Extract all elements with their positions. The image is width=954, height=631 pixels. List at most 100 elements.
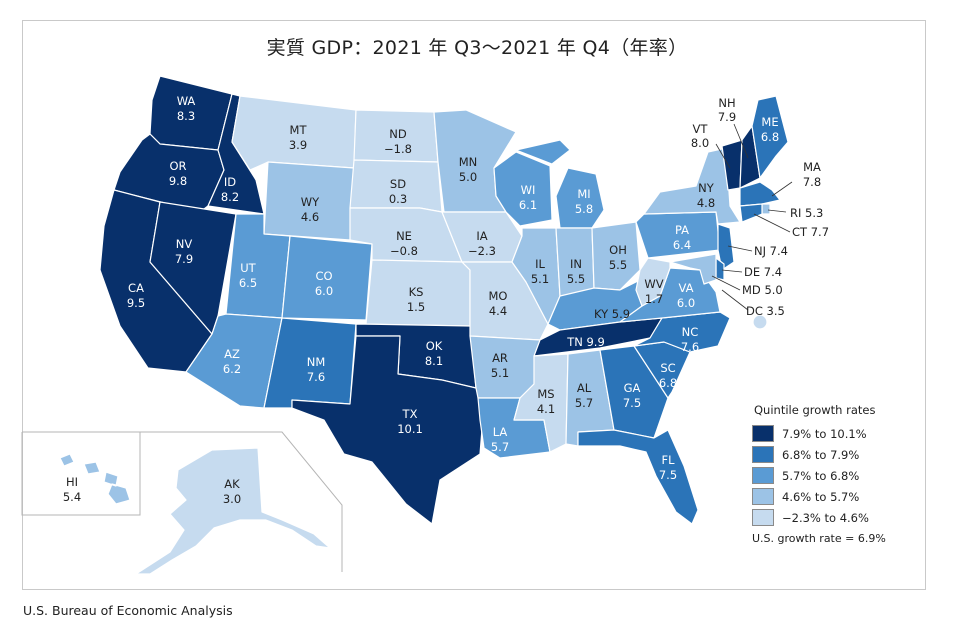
- legend-item: −2.3% to 4.6%: [752, 507, 922, 528]
- label-ia-value: −2.3: [468, 244, 496, 258]
- label-la-value: 5.7: [491, 440, 509, 454]
- label-la-abbr: LA: [493, 425, 508, 439]
- label-ga-abbr: GA: [624, 381, 641, 395]
- state-ri: [761, 203, 771, 215]
- label-mi-value: 5.8: [575, 202, 593, 216]
- label-nv-abbr: NV: [176, 237, 193, 251]
- label-nh-abbr: NH: [718, 96, 735, 110]
- legend-label: 6.8% to 7.9%: [782, 447, 860, 462]
- state-ct: [739, 203, 763, 223]
- label-ms-abbr: MS: [537, 387, 554, 401]
- label-mo-abbr: MO: [489, 289, 508, 303]
- label-az-abbr: AZ: [224, 347, 240, 361]
- leader-lines: [711, 123, 793, 311]
- label-in-abbr: IN: [570, 257, 582, 271]
- label-va-abbr: VA: [679, 281, 694, 295]
- label-wy-value: 4.6: [301, 210, 319, 224]
- label-wa-value: 8.3: [177, 109, 195, 123]
- label-oh-value: 5.5: [609, 258, 627, 272]
- label-tx-value: 10.1: [397, 422, 423, 436]
- label-ia-abbr: IA: [476, 229, 487, 243]
- label-nd-abbr: ND: [389, 127, 407, 141]
- legend-swatch: [752, 467, 774, 484]
- label-nm-value: 7.6: [307, 370, 325, 384]
- label-ut-value: 6.5: [239, 276, 257, 290]
- label-az-value: 6.2: [223, 362, 241, 376]
- legend-label: 7.9% to 10.1%: [782, 426, 867, 441]
- state-me: [751, 95, 789, 179]
- label-wy-abbr: WY: [301, 195, 320, 209]
- label-sd-value: 0.3: [389, 192, 407, 206]
- state-tx: [291, 335, 485, 525]
- label-ma-abbr: MA: [803, 160, 821, 174]
- label-pa-abbr: PA: [675, 223, 689, 237]
- label-wa-abbr: WA: [177, 94, 196, 108]
- label-pa-value: 6.4: [673, 238, 691, 252]
- label-mn-abbr: MN: [459, 155, 478, 169]
- legend-item: 4.6% to 5.7%: [752, 486, 922, 507]
- label-ne-abbr: NE: [396, 229, 412, 243]
- label-nv-value: 7.9: [175, 252, 193, 266]
- label-or-abbr: OR: [169, 159, 186, 173]
- state-ak: [135, 447, 331, 575]
- external-labels: NH 7.9 VT 8.0 MA 7.8 RI 5.3 CT 7.7 NJ 7.…: [691, 96, 829, 318]
- label-me-value: 6.8: [761, 130, 779, 144]
- label-ri: RI 5.3: [790, 206, 823, 220]
- legend-swatch: [752, 425, 774, 442]
- label-co-abbr: CO: [315, 269, 332, 283]
- label-me-abbr: ME: [761, 115, 778, 129]
- label-va-value: 6.0: [677, 296, 695, 310]
- legend-swatch: [752, 509, 774, 526]
- label-de: DE 7.4: [744, 265, 782, 279]
- legend: Quintile growth rates 7.9% to 10.1% 6.8% …: [752, 403, 922, 545]
- label-hi-abbr: HI: [66, 475, 78, 489]
- label-ca-abbr: CA: [128, 281, 144, 295]
- legend-title: Quintile growth rates: [754, 403, 876, 417]
- state-ga: [599, 345, 669, 439]
- label-mt-abbr: MT: [290, 123, 308, 137]
- label-hi-value: 5.4: [63, 490, 81, 504]
- state-nj: [717, 223, 735, 271]
- label-ga-value: 7.5: [623, 396, 641, 410]
- label-nc-value: 7.6: [681, 340, 699, 354]
- label-ma-value: 7.8: [803, 175, 821, 189]
- legend-item: 6.8% to 7.9%: [752, 444, 922, 465]
- label-fl-value: 7.5: [659, 468, 677, 482]
- label-vt-value: 8.0: [691, 136, 709, 150]
- label-sc-value: 6.8: [659, 376, 677, 390]
- legend-swatch: [752, 488, 774, 505]
- label-nc-abbr: NC: [682, 325, 699, 339]
- hawaii-inset-border: [21, 432, 141, 516]
- label-ny-value: 4.8: [697, 196, 715, 210]
- legend-label: 5.7% to 6.8%: [782, 468, 860, 483]
- state-wi: [493, 151, 553, 227]
- label-co-value: 6.0: [315, 284, 333, 298]
- label-vt-abbr: VT: [693, 122, 709, 136]
- label-mn-value: 5.0: [459, 170, 477, 184]
- label-ak-value: 3.0: [223, 492, 241, 506]
- label-md: MD 5.0: [742, 283, 783, 297]
- label-nm-abbr: NM: [307, 355, 326, 369]
- label-ky: KY 5.9: [594, 307, 630, 321]
- map-title: 実質 GDP：2021 年 Q3～2021 年 Q4（年率）: [266, 37, 688, 59]
- label-tn: TN 9.9: [566, 335, 605, 349]
- label-wv-value: 1.7: [645, 292, 663, 306]
- label-in-value: 5.5: [567, 272, 585, 286]
- state-ma: [739, 181, 781, 207]
- legend-item: 7.9% to 10.1%: [752, 423, 922, 444]
- label-id-abbr: ID: [224, 175, 236, 189]
- label-ks-abbr: KS: [409, 285, 424, 299]
- label-ar-value: 5.1: [491, 366, 509, 380]
- legend-label: −2.3% to 4.6%: [782, 510, 869, 525]
- label-nj: NJ 7.4: [754, 244, 788, 258]
- label-mt-value: 3.9: [289, 138, 307, 152]
- legend-item: 5.7% to 6.8%: [752, 465, 922, 486]
- label-nh-value: 7.9: [718, 110, 736, 124]
- label-nd-value: −1.8: [384, 142, 412, 156]
- legend-label: 4.6% to 5.7%: [782, 489, 860, 504]
- label-ny-abbr: NY: [698, 181, 715, 195]
- state-fl: [577, 429, 699, 525]
- state-wv: [635, 257, 671, 307]
- label-ms-value: 4.1: [537, 402, 555, 416]
